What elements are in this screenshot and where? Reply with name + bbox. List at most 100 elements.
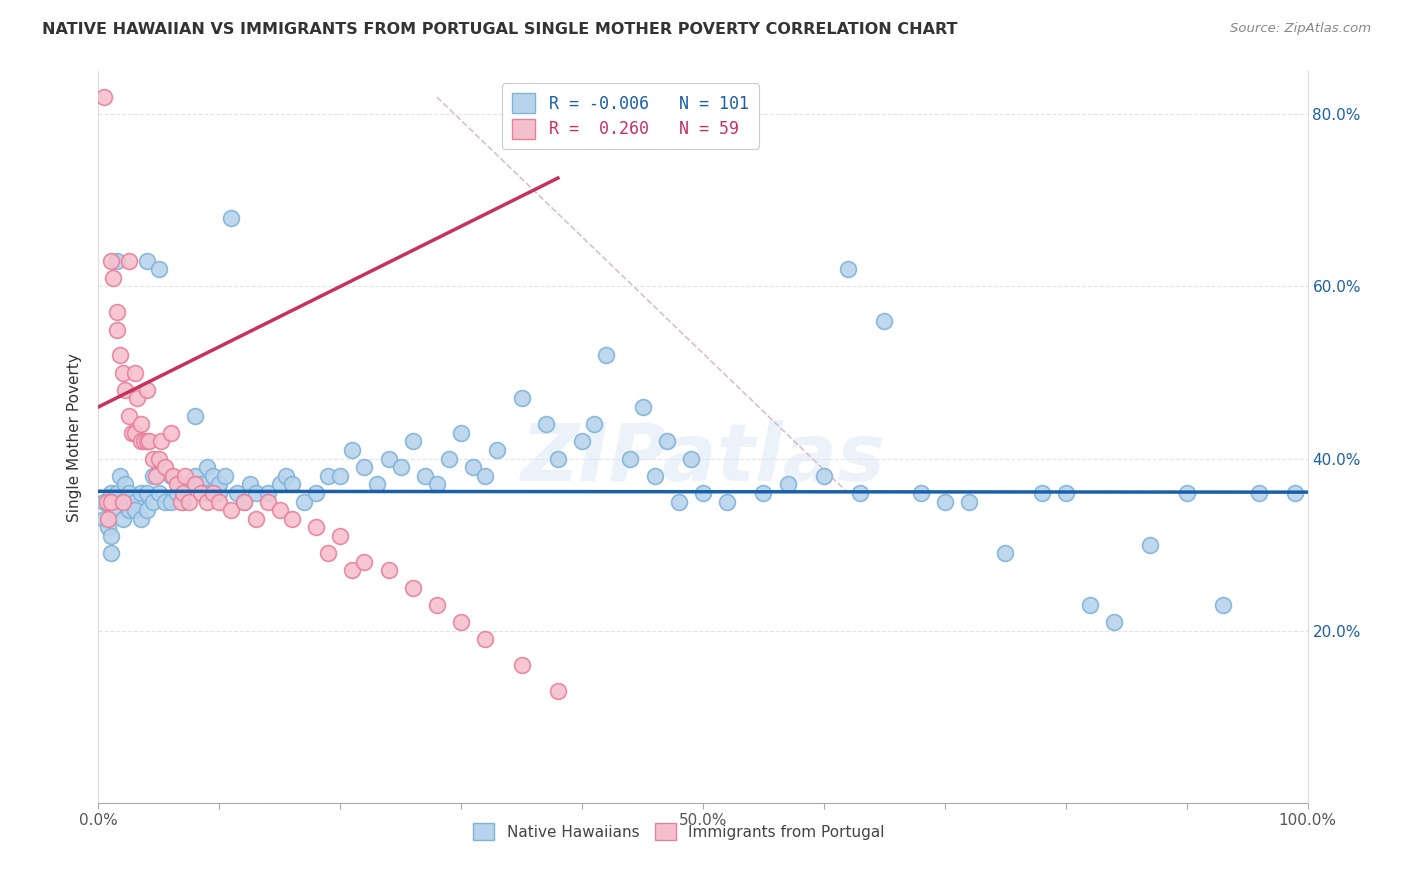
Point bbox=[534, 417, 557, 432]
Point bbox=[93, 512, 115, 526]
Point bbox=[118, 494, 141, 508]
Point bbox=[111, 512, 134, 526]
Point bbox=[172, 486, 194, 500]
Point bbox=[221, 503, 243, 517]
Point bbox=[208, 486, 231, 500]
Point bbox=[776, 477, 799, 491]
Point bbox=[108, 468, 131, 483]
Text: NATIVE HAWAIIAN VS IMMIGRANTS FROM PORTUGAL SINGLE MOTHER POVERTY CORRELATION CH: NATIVE HAWAIIAN VS IMMIGRANTS FROM PORTU… bbox=[42, 22, 957, 37]
Point bbox=[124, 425, 146, 440]
Point bbox=[353, 460, 375, 475]
Point bbox=[679, 451, 702, 466]
Point bbox=[202, 486, 225, 500]
Point bbox=[129, 512, 152, 526]
Point bbox=[1139, 538, 1161, 552]
Point bbox=[221, 211, 243, 225]
Point bbox=[292, 494, 315, 508]
Point bbox=[644, 468, 666, 483]
Point bbox=[256, 486, 278, 500]
Point bbox=[269, 477, 291, 491]
Text: Source: ZipAtlas.com: Source: ZipAtlas.com bbox=[1230, 22, 1371, 36]
Point bbox=[138, 434, 160, 449]
Point bbox=[510, 392, 533, 406]
Point bbox=[316, 468, 339, 483]
Point bbox=[135, 503, 157, 517]
Point bbox=[463, 460, 485, 475]
Point bbox=[486, 442, 509, 457]
Point bbox=[124, 503, 146, 517]
Point bbox=[124, 494, 146, 508]
Y-axis label: Single Mother Poverty: Single Mother Poverty bbox=[67, 352, 83, 522]
Point bbox=[100, 529, 122, 543]
Point bbox=[160, 468, 183, 483]
Point bbox=[162, 468, 184, 483]
Point bbox=[166, 486, 188, 500]
Point bbox=[631, 400, 654, 414]
Point bbox=[232, 494, 254, 508]
Point bbox=[413, 468, 436, 483]
Point bbox=[849, 486, 872, 500]
Point bbox=[135, 434, 157, 449]
Point bbox=[910, 486, 932, 500]
Text: ZIPatlas: ZIPatlas bbox=[520, 420, 886, 498]
Point bbox=[692, 486, 714, 500]
Point bbox=[239, 477, 262, 491]
Point bbox=[184, 409, 207, 423]
Point bbox=[129, 486, 152, 500]
Point bbox=[934, 494, 956, 508]
Point bbox=[214, 468, 236, 483]
Point bbox=[1078, 598, 1101, 612]
Point bbox=[994, 546, 1017, 560]
Point bbox=[232, 494, 254, 508]
Point bbox=[1054, 486, 1077, 500]
Point bbox=[118, 503, 141, 517]
Point bbox=[813, 468, 835, 483]
Point bbox=[111, 494, 134, 508]
Point bbox=[329, 529, 352, 543]
Point bbox=[195, 486, 218, 500]
Point bbox=[135, 383, 157, 397]
Point bbox=[160, 494, 183, 508]
Point bbox=[114, 383, 136, 397]
Point bbox=[1175, 486, 1198, 500]
Point bbox=[195, 460, 218, 475]
Point bbox=[134, 434, 156, 449]
Point bbox=[226, 486, 249, 500]
Point bbox=[655, 434, 678, 449]
Point bbox=[111, 366, 134, 380]
Point bbox=[148, 486, 170, 500]
Point bbox=[121, 425, 143, 440]
Point bbox=[184, 468, 207, 483]
Point bbox=[837, 262, 859, 277]
Point bbox=[426, 477, 449, 491]
Point bbox=[100, 486, 122, 500]
Point bbox=[547, 451, 569, 466]
Point bbox=[105, 486, 128, 500]
Point bbox=[245, 512, 267, 526]
Legend: Native Hawaiians, Immigrants from Portugal: Native Hawaiians, Immigrants from Portug… bbox=[467, 816, 891, 847]
Point bbox=[377, 451, 399, 466]
Point bbox=[1212, 598, 1234, 612]
Point bbox=[474, 632, 496, 647]
Point bbox=[97, 520, 120, 534]
Point bbox=[190, 477, 212, 491]
Point bbox=[118, 486, 141, 500]
Point bbox=[179, 477, 201, 491]
Point bbox=[510, 658, 533, 673]
Point bbox=[274, 468, 297, 483]
Point bbox=[437, 451, 460, 466]
Point bbox=[101, 503, 124, 517]
Point bbox=[153, 460, 176, 475]
Point bbox=[105, 305, 128, 319]
Point bbox=[402, 434, 425, 449]
Point bbox=[281, 477, 304, 491]
Point bbox=[114, 477, 136, 491]
Point bbox=[108, 348, 131, 362]
Point bbox=[100, 546, 122, 560]
Point bbox=[389, 460, 412, 475]
Point bbox=[366, 477, 388, 491]
Point bbox=[402, 581, 425, 595]
Point bbox=[142, 494, 165, 508]
Point bbox=[583, 417, 606, 432]
Point bbox=[256, 494, 278, 508]
